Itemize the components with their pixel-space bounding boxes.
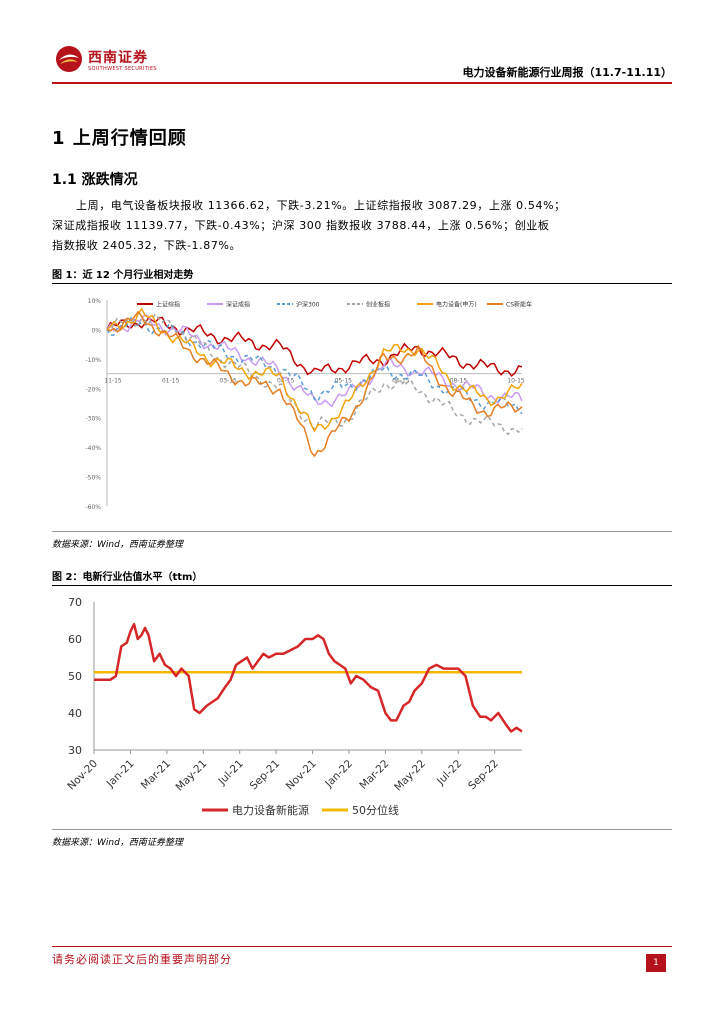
y-tick-label: -20% — [85, 386, 101, 393]
x-tick-label: Jul-21 — [216, 758, 246, 788]
x-tick-label: Mar-22 — [357, 758, 391, 792]
x-tick-label: Sep-22 — [466, 758, 501, 793]
x-tick-label: 10-15 — [507, 378, 525, 385]
figure2-bottom-rule — [52, 829, 672, 830]
figure2-top-rule — [52, 585, 672, 586]
y-tick-label: 70 — [68, 596, 82, 609]
series-line-1 — [106, 316, 523, 377]
y-tick-label: -50% — [85, 475, 101, 482]
y-tick-label: 10% — [88, 298, 102, 305]
logo-icon — [56, 46, 82, 72]
figure2-title: 图 2：电新行业估值水平（ttm） — [52, 572, 203, 583]
paragraph-line: 指数报收 2405.32，下跌-1.87%。 — [52, 239, 242, 252]
figure1-top-rule — [52, 283, 672, 284]
figure1-source: 数据来源：Wind，西南证券整理 — [52, 540, 183, 550]
y-tick-label: -10% — [85, 357, 101, 364]
legend-label: 上证综指 — [156, 301, 180, 309]
x-tick-label: Mar-21 — [139, 758, 173, 792]
y-tick-label: -30% — [85, 416, 101, 423]
x-tick-label: 08-15 — [450, 378, 468, 385]
x-tick-label: Jul-22 — [434, 758, 464, 788]
x-tick-label: May-21 — [174, 758, 210, 794]
section-heading: 1 上周行情回顾 — [52, 128, 187, 149]
legend-label: CS新能车 — [506, 301, 532, 309]
y-tick-label: 60 — [68, 633, 82, 646]
x-tick-label: 03-15 — [219, 378, 237, 385]
figure1-title: 图 1：近 12 个月行业相对走势 — [52, 270, 194, 281]
y-tick-label: -60% — [85, 504, 101, 511]
series-line-5 — [106, 307, 523, 433]
x-tick-label: Jan-21 — [104, 758, 137, 791]
paragraph-line: 上周，电气设备板块报收 11366.62，下跌-3.21%。上证综指报收 308… — [76, 199, 566, 212]
series-line-6 — [106, 310, 523, 458]
summary-paragraph: 上周，电气设备板块报收 11366.62，下跌-3.21%。上证综指报收 308… — [52, 196, 672, 256]
pe-line — [94, 622, 523, 733]
figure2-source: 数据来源：Wind，西南证券整理 — [52, 838, 183, 848]
relative-trend-chart: 10% 0% -10% -20% -30% -40% -50% -60% 11-15 01-15 0… — [85, 298, 532, 511]
page-number: 1 — [646, 954, 666, 972]
y-tick-label: 50 — [68, 670, 82, 683]
x-tick-label: Nov-20 — [65, 758, 100, 793]
legend-label: 50分位线 — [352, 803, 399, 817]
x-tick-label: 01-15 — [162, 378, 180, 385]
header-rule — [52, 82, 672, 84]
x-tick-label: May-22 — [392, 758, 428, 794]
x-tick-label: 05-15 — [335, 378, 353, 385]
x-tick-label: 04-15 — [277, 378, 295, 385]
legend-label: 电力设备新能源 — [232, 803, 309, 817]
y-tick-label: 30 — [68, 744, 82, 757]
paragraph-line: 深证成指报收 11139.77，下跌-0.43%；沪深 300 指数报收 378… — [52, 219, 550, 232]
series-line-4 — [106, 313, 523, 436]
figure1-bottom-rule — [52, 531, 672, 532]
y-tick-label: 40 — [68, 707, 82, 720]
legend-label: 沪深300 — [296, 301, 320, 309]
footer-disclaimer: 请务必阅读正文后的重要声明部分 — [52, 953, 232, 966]
y-tick-label: 0% — [91, 327, 101, 334]
legend-label: 深证成指 — [226, 301, 250, 309]
legend-label: 创业板指 — [366, 301, 390, 309]
y-tick-label: -40% — [85, 445, 101, 452]
legend-label: 电力设备(申万) — [436, 301, 477, 309]
logo-text: 西南证券 — [88, 50, 148, 66]
logo-subtext: SOUTHWEST SECURITIES — [88, 66, 157, 72]
subsection-heading: 1.1 涨跌情况 — [52, 172, 138, 188]
x-tick-label: Nov-21 — [284, 758, 319, 793]
x-tick-label: 11-15 — [104, 378, 122, 385]
footer-rule — [52, 946, 672, 947]
x-tick-label: Sep-21 — [248, 758, 283, 793]
x-tick-label: Jan-22 — [322, 758, 355, 791]
report-title: 电力设备新能源行业周报（11.7-11.11） — [462, 66, 673, 79]
